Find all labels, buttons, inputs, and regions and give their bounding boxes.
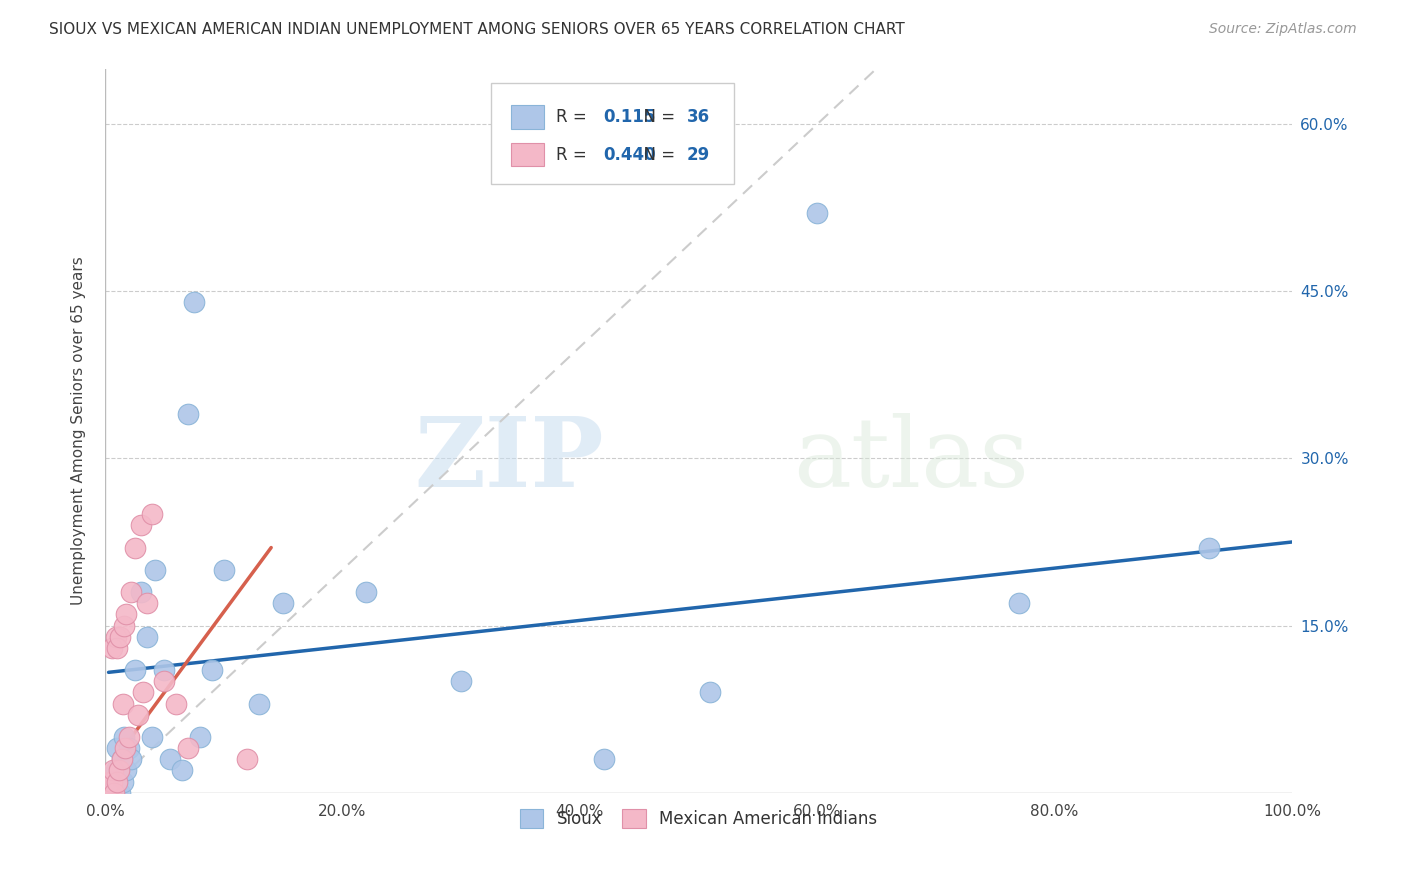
Point [450, 674, 472, 689]
Point [271, 596, 294, 610]
Y-axis label: Unemployment Among Seniors over 65 years: Unemployment Among Seniors over 65 years [72, 256, 86, 605]
Point [124, 541, 146, 555]
Text: ZIP: ZIP [413, 413, 603, 507]
Point [103, 786, 125, 800]
Legend: Sioux, Mexican American Indians: Sioux, Mexican American Indians [513, 803, 884, 835]
Text: atlas: atlas [793, 413, 1029, 507]
Text: 36: 36 [686, 108, 710, 126]
Point [165, 697, 187, 711]
Point [592, 752, 614, 766]
Point [141, 507, 163, 521]
Point [115, 607, 138, 622]
Point [101, 640, 124, 655]
Point [177, 407, 200, 421]
Text: N =: N = [633, 145, 681, 164]
Point [159, 752, 181, 766]
Point [183, 295, 205, 310]
Point [112, 618, 135, 632]
Point [236, 752, 259, 766]
FancyBboxPatch shape [510, 105, 544, 128]
FancyBboxPatch shape [510, 143, 544, 166]
Point [111, 697, 134, 711]
Point [153, 663, 176, 677]
Point [201, 663, 224, 677]
Text: Source: ZipAtlas.com: Source: ZipAtlas.com [1209, 22, 1357, 37]
Point [110, 752, 132, 766]
Point [143, 563, 166, 577]
Point [118, 730, 141, 744]
Point [354, 585, 377, 599]
Point [110, 786, 132, 800]
Point [1198, 541, 1220, 555]
Point [247, 697, 270, 711]
Point [141, 730, 163, 744]
Point [104, 630, 127, 644]
Point [129, 518, 152, 533]
Point [1008, 596, 1031, 610]
Point [120, 585, 142, 599]
Point [100, 786, 122, 800]
Text: 0.115: 0.115 [603, 108, 657, 126]
Point [105, 741, 128, 756]
Point [212, 563, 235, 577]
Point [97, 786, 120, 800]
Text: 29: 29 [686, 145, 710, 164]
Point [806, 206, 828, 220]
Point [105, 640, 128, 655]
Point [108, 764, 131, 778]
Point [127, 707, 149, 722]
Point [105, 774, 128, 789]
Point [118, 741, 141, 756]
Point [699, 685, 721, 699]
Point [135, 596, 157, 610]
Text: N =: N = [633, 108, 681, 126]
Point [115, 764, 138, 778]
Point [103, 774, 125, 789]
Point [101, 774, 124, 789]
Point [177, 741, 200, 756]
Point [135, 630, 157, 644]
Point [114, 741, 136, 756]
FancyBboxPatch shape [491, 83, 734, 185]
Point [110, 630, 132, 644]
Point [104, 764, 127, 778]
Point [100, 786, 122, 800]
Point [103, 764, 125, 778]
Point [132, 685, 155, 699]
Text: 0.440: 0.440 [603, 145, 657, 164]
Text: R =: R = [555, 145, 592, 164]
Point [188, 730, 211, 744]
Point [124, 663, 146, 677]
Point [108, 764, 131, 778]
Point [112, 730, 135, 744]
Text: SIOUX VS MEXICAN AMERICAN INDIAN UNEMPLOYMENT AMONG SENIORS OVER 65 YEARS CORREL: SIOUX VS MEXICAN AMERICAN INDIAN UNEMPLO… [49, 22, 905, 37]
Point [110, 752, 132, 766]
Point [120, 752, 142, 766]
Point [153, 674, 176, 689]
Point [129, 585, 152, 599]
Point [98, 774, 121, 789]
Point [105, 774, 128, 789]
Point [172, 764, 194, 778]
Point [111, 774, 134, 789]
Text: R =: R = [555, 108, 592, 126]
Point [103, 786, 125, 800]
